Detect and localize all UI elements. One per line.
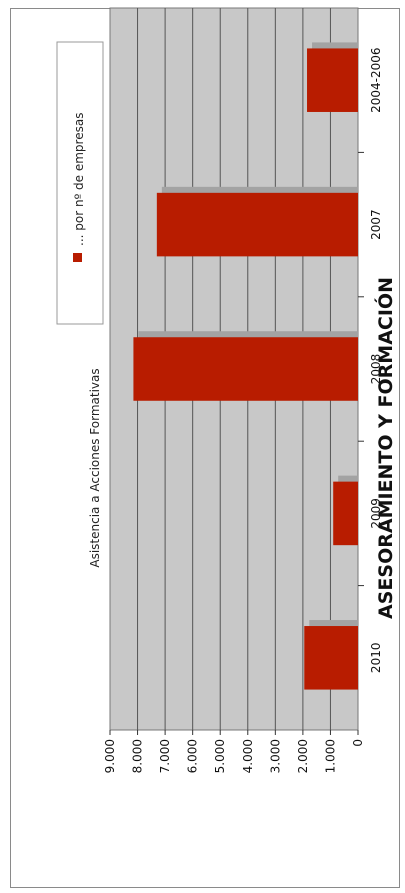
value-tick-label: 0 <box>351 739 365 747</box>
value-tick-label: 3.000 <box>268 739 282 773</box>
category-label: 2009 <box>369 498 383 529</box>
value-tick-label: 4.000 <box>241 739 255 773</box>
value-tick-label: 9.000 <box>103 739 117 773</box>
bars <box>133 42 358 690</box>
bar <box>307 48 358 112</box>
value-tick-label: 6.000 <box>186 739 200 773</box>
legend-box <box>56 41 104 325</box>
legend-swatch <box>73 253 82 262</box>
bar <box>133 337 358 401</box>
category-axis-labels: 2004-2006 2007 2008 2009 2010 <box>358 47 383 673</box>
value-axis-ticks: 0 1.000 2.000 3.000 4.000 5.000 6.000 7.000 8.00… <box>103 730 365 773</box>
value-tick-label: 7.000 <box>158 739 172 773</box>
value-tick-label: 2.000 <box>296 739 310 773</box>
legend-label: ... por nº de empresas <box>72 113 86 246</box>
value-tick-label: 5.000 <box>213 739 227 773</box>
value-tick-label: 1.000 <box>323 739 337 773</box>
category-label: 2007 <box>369 209 383 240</box>
chart-title: ASESORAMIENTO Y FORMACIÓN <box>373 277 397 619</box>
category-label: 2008 <box>369 354 383 385</box>
bar <box>156 192 358 257</box>
value-tick-label: 8.000 <box>131 739 145 773</box>
chart-subtitle: Asistencia a Acciones Formativas <box>88 368 102 567</box>
bar <box>333 481 358 546</box>
legend: ... por nº de empresas <box>56 41 104 325</box>
category-label: 2004-2006 <box>369 47 383 112</box>
category-label: 2010 <box>369 643 383 674</box>
bar <box>304 626 358 690</box>
